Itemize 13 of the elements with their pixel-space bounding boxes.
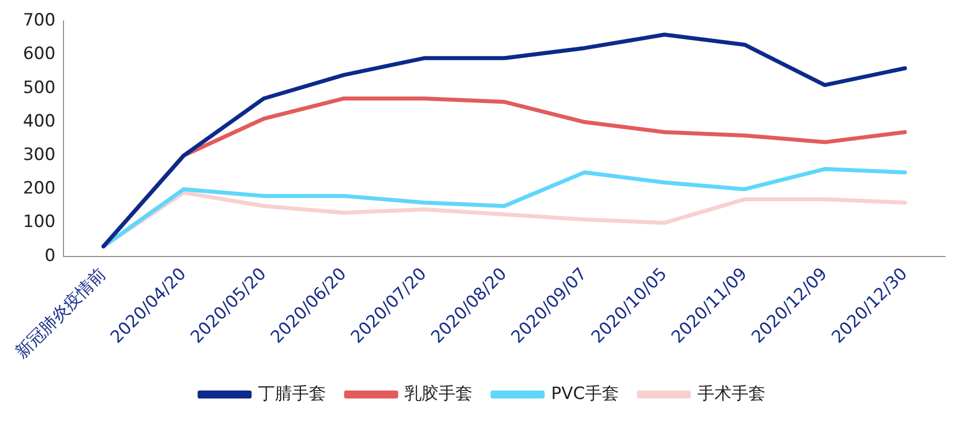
y-tick-label: 200 bbox=[22, 178, 56, 199]
legend-label: 手术手套 bbox=[697, 384, 766, 404]
y-tick-label: 400 bbox=[22, 111, 56, 132]
legend-label: 乳胶手套 bbox=[404, 384, 473, 404]
legend-label: 丁腈手套 bbox=[258, 384, 326, 404]
y-tick-label: 0 bbox=[44, 246, 56, 266]
y-tick-label: 600 bbox=[22, 44, 56, 64]
legend-label: PVC手套 bbox=[551, 384, 619, 404]
y-tick-label: 700 bbox=[22, 10, 56, 31]
y-tick-label: 300 bbox=[22, 145, 56, 166]
y-tick-label: 500 bbox=[22, 78, 56, 98]
x-tick-label: 新冠肺炎疫情前 bbox=[12, 264, 110, 362]
y-tick-label: 100 bbox=[22, 212, 56, 232]
